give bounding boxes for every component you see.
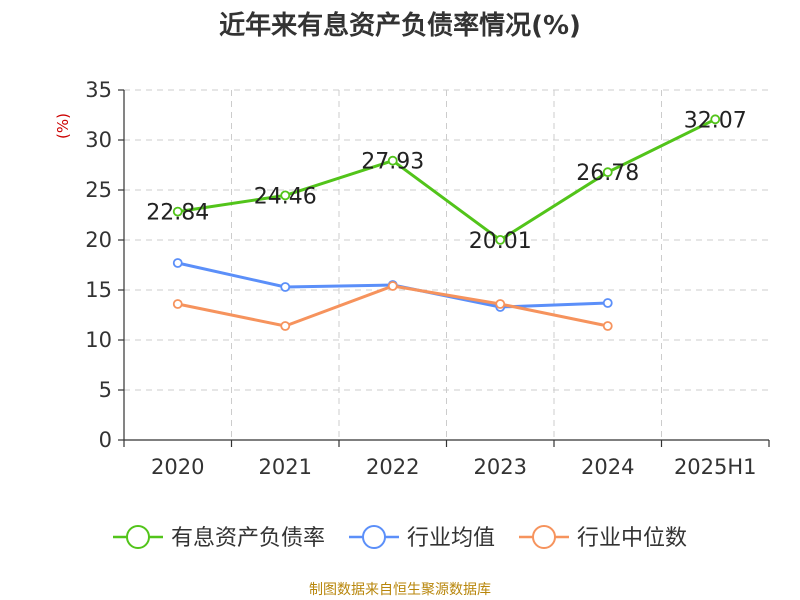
legend-item-1[interactable]: 有息资产负债率 bbox=[113, 525, 325, 551]
data-point[interactable] bbox=[172, 206, 183, 217]
data-point[interactable] bbox=[387, 155, 398, 166]
data-label: 24.46 bbox=[254, 184, 317, 209]
data-label: 27.93 bbox=[361, 150, 424, 175]
data-point[interactable] bbox=[602, 298, 613, 308]
legend-circle-icon bbox=[126, 525, 150, 549]
data-point[interactable] bbox=[602, 167, 613, 178]
data-point[interactable] bbox=[280, 282, 291, 292]
legend-circle-icon bbox=[362, 525, 386, 549]
grid-lines bbox=[124, 89, 769, 440]
x-tick-label: 2024 bbox=[581, 455, 634, 479]
x-tick-label: 2021 bbox=[259, 455, 312, 479]
series-line bbox=[177, 117, 716, 242]
y-tick-label: 35 bbox=[85, 78, 112, 102]
data-label: 22.84 bbox=[146, 201, 209, 226]
data-label: 26.78 bbox=[576, 161, 639, 186]
y-tick-label: 10 bbox=[85, 328, 112, 352]
y-tick-label: 25 bbox=[85, 178, 112, 202]
source-note: 制图数据来自恒生聚源数据库 bbox=[309, 582, 491, 598]
legend-label: 行业均值 bbox=[407, 526, 495, 551]
data-point[interactable] bbox=[280, 190, 291, 201]
data-point[interactable] bbox=[602, 321, 613, 331]
x-tick-label: 2022 bbox=[366, 455, 419, 479]
data-labels: 22.84 24.46 27.93 20.01 26.78 32.07 bbox=[146, 108, 746, 254]
legend-item-2[interactable]: 行业均值 bbox=[349, 525, 495, 551]
data-point[interactable] bbox=[495, 234, 506, 245]
legend-label: 行业中位数 bbox=[577, 526, 687, 551]
data-point[interactable] bbox=[172, 258, 183, 268]
data-point[interactable] bbox=[387, 281, 398, 291]
y-tick-label: 5 bbox=[99, 378, 112, 402]
data-point[interactable] bbox=[280, 321, 291, 331]
chart-title: 近年来有息资产负债率情况(%) bbox=[219, 10, 581, 41]
y-tick-label: 30 bbox=[85, 128, 112, 152]
x-tick-label: 2025H1 bbox=[674, 455, 757, 479]
data-point[interactable] bbox=[710, 114, 721, 125]
legend-circle-icon bbox=[532, 525, 556, 549]
data-label: 20.01 bbox=[469, 229, 532, 254]
data-label: 32.07 bbox=[684, 108, 747, 133]
legend-label: 有息资产负债率 bbox=[171, 526, 325, 551]
data-point[interactable] bbox=[495, 299, 506, 309]
legend[interactable]: 有息资产负债率 行业均值 行业中位数 bbox=[113, 525, 687, 551]
x-tick-label: 2023 bbox=[474, 455, 527, 479]
y-tick-label: 0 bbox=[99, 428, 112, 452]
series-1 bbox=[172, 114, 721, 245]
series-layer bbox=[172, 114, 721, 331]
x-tick-label: 2020 bbox=[151, 455, 204, 479]
legend-item-3[interactable]: 行业中位数 bbox=[519, 525, 687, 551]
data-point[interactable] bbox=[172, 299, 183, 309]
y-tick-label: 20 bbox=[85, 228, 112, 252]
series-3 bbox=[172, 281, 613, 331]
y-tick-label: 15 bbox=[85, 278, 112, 302]
axes: 0 5 10 15 20 25 30 35 2020 2021 2022 2023 2024 2025H1 bbox=[85, 78, 770, 479]
y-axis-unit-label: (%) bbox=[54, 113, 72, 139]
